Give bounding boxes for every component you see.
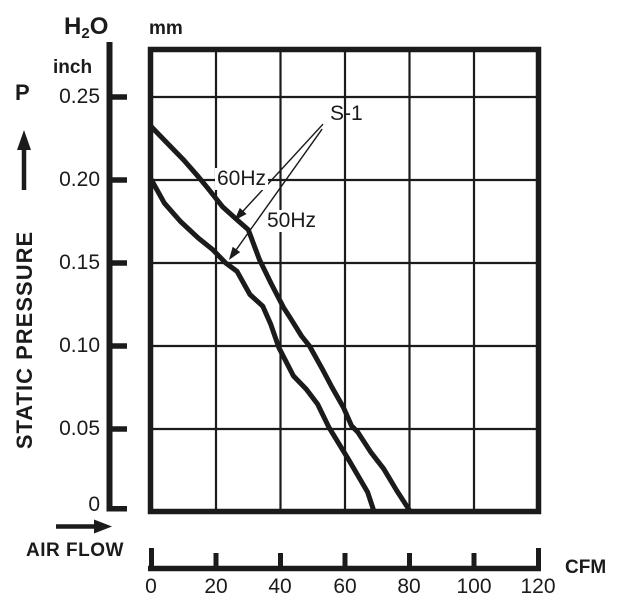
pressure-symbol-label: P (15, 80, 30, 105)
h2o-subscript: 2 (81, 25, 90, 42)
curve-50hz (149, 177, 376, 512)
series-label-50hz: 50Hz (265, 209, 319, 233)
annotation-arrow-50hz-head (228, 246, 241, 261)
y-tick-label-0: 0 (88, 493, 100, 516)
y-axis-medium-label: H2O (64, 14, 108, 42)
airflow-right-arrow-head (94, 519, 112, 534)
x-tick-label-100: 100 (456, 575, 492, 598)
y-tick-label-015: 0.15 (59, 251, 100, 274)
x-tick-label-120: 120 (520, 575, 556, 598)
pressure-up-arrow-head (17, 130, 31, 150)
series-group-annotation-label: S-1 (330, 102, 363, 125)
x-tick-label-20: 20 (204, 575, 228, 598)
y-tick-label-010: 0.10 (59, 334, 100, 357)
annotation-arrow-50hz-line (233, 128, 323, 254)
h2o-h: H (64, 13, 82, 40)
y-axis-unit-inch-label: inch (53, 57, 93, 78)
x-tick-label-0: 0 (145, 575, 157, 598)
h2o-o: O (89, 13, 109, 40)
annotation-arrow-60hz-head (234, 207, 247, 221)
x-tick-label-60: 60 (333, 575, 357, 598)
x-tick-label-40: 40 (268, 575, 292, 598)
annotation-arrow-60hz-line (239, 123, 324, 215)
y-axis-unit-mm-label: mm (149, 18, 183, 39)
curve-60hz (149, 124, 412, 513)
plot-border (147, 46, 542, 515)
y-tick-label-020: 0.20 (59, 168, 100, 191)
x-axis-title: AIR FLOW (26, 540, 124, 561)
y-tick-label-025: 0.25 (59, 85, 100, 108)
x-axis-unit-label: CFM (565, 557, 607, 578)
x-tick-label-80: 80 (397, 575, 421, 598)
series-label-60hz: 60Hz (215, 167, 269, 191)
y-tick-label-005: 0.05 (59, 417, 100, 440)
